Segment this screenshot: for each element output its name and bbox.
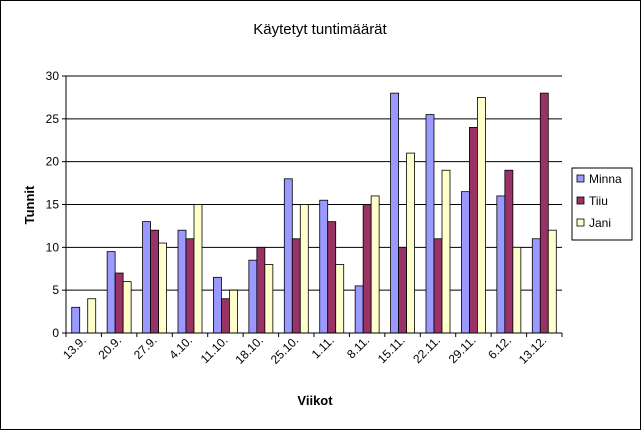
bar-jani <box>335 264 345 334</box>
bar-tiiu <box>327 221 337 334</box>
bar-jani <box>441 169 451 334</box>
bar-tiiu <box>469 127 478 334</box>
bar-minna <box>106 251 116 334</box>
legend-swatch-jani <box>576 218 585 227</box>
bar-jani <box>158 242 167 334</box>
bar-minna <box>390 92 399 334</box>
y-tick-label: 5 <box>52 283 59 297</box>
bar-minna <box>177 229 187 334</box>
bar-minna <box>425 114 435 334</box>
bar-jani <box>477 97 486 334</box>
bar-tiiu <box>433 238 443 334</box>
bar-jani <box>406 152 415 334</box>
bar-tiiu <box>362 204 372 334</box>
bar-minna <box>319 199 329 334</box>
x-axis-label: Viikot <box>297 393 333 408</box>
legend-swatch-tiiu <box>576 196 585 205</box>
legend: Minna Tiiu Jani <box>571 167 633 241</box>
y-axis-label: Tunnit <box>22 185 37 224</box>
bar-tiiu <box>291 238 301 334</box>
legend-label-jani: Jani <box>589 216 611 230</box>
bar-minna <box>71 306 81 334</box>
y-tick-label: 0 <box>52 326 59 340</box>
bar-minna <box>354 285 364 334</box>
bar-tiiu <box>150 229 159 334</box>
bar-minna <box>213 276 222 334</box>
bar-jani <box>264 264 274 334</box>
bar-minna <box>461 191 470 334</box>
legend-swatch-minna <box>576 174 585 183</box>
bar-tiiu <box>114 272 124 334</box>
bar-jani <box>299 204 309 334</box>
bar-group <box>71 92 557 334</box>
bar-minna <box>142 221 151 334</box>
bar-tiiu <box>504 169 514 334</box>
bar-tiiu <box>221 298 230 334</box>
bar-tiiu <box>256 246 266 334</box>
y-tick-label: 30 <box>46 69 60 83</box>
bar-jani <box>547 229 557 334</box>
y-tick-label: 10 <box>46 240 60 254</box>
bar-jani <box>87 298 97 334</box>
y-tick-label: 20 <box>46 155 60 169</box>
bar-minna <box>531 238 541 334</box>
bar-tiiu <box>185 238 195 334</box>
legend-label-minna: Minna <box>589 172 622 186</box>
y-tick-labels: 0 5 10 15 20 25 30 <box>46 69 66 340</box>
bar-jani <box>229 289 238 334</box>
bar-minna <box>248 259 258 334</box>
chart-title: Käytetyt tuntimäärät <box>253 21 387 38</box>
legend-label-tiiu: Tiiu <box>589 194 608 208</box>
bar-tiiu <box>539 92 549 334</box>
y-tick-label: 15 <box>46 198 60 212</box>
bar-jani <box>122 281 132 334</box>
bar-tiiu <box>398 246 407 334</box>
bar-jani <box>193 204 203 334</box>
bar-minna <box>496 195 506 334</box>
bar-jani <box>512 246 522 334</box>
bar-minna <box>283 178 293 334</box>
bar-jani <box>370 195 380 334</box>
y-tick-label: 25 <box>46 112 60 126</box>
